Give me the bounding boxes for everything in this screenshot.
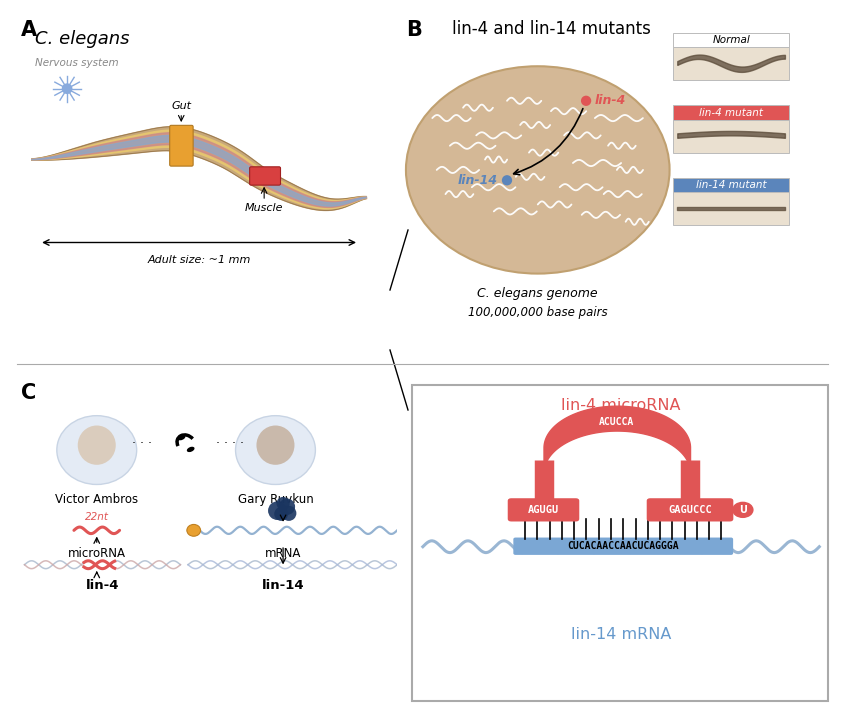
Text: · · · ·: · · · · [215, 437, 244, 450]
FancyBboxPatch shape [507, 498, 579, 521]
Text: B: B [405, 19, 421, 40]
Text: Gut: Gut [171, 102, 191, 111]
Text: lin-4: lin-4 [594, 94, 625, 107]
Text: lin-14: lin-14 [262, 580, 304, 593]
Point [280, 501, 294, 513]
FancyBboxPatch shape [249, 167, 280, 185]
Text: Normal: Normal [711, 35, 749, 45]
FancyBboxPatch shape [672, 48, 788, 80]
Circle shape [187, 524, 200, 536]
Text: microRNA: microRNA [68, 546, 126, 559]
Point [274, 508, 288, 520]
Ellipse shape [177, 435, 185, 441]
Circle shape [57, 415, 137, 485]
FancyBboxPatch shape [170, 125, 193, 166]
Ellipse shape [257, 426, 295, 465]
Text: CUCACAACCAACUCAGGGA: CUCACAACCAACUCAGGGA [566, 541, 679, 552]
Text: 100,000,000 base pairs: 100,000,000 base pairs [468, 307, 607, 320]
FancyBboxPatch shape [672, 105, 788, 120]
Point [276, 498, 289, 509]
Circle shape [731, 502, 753, 518]
Point [579, 95, 592, 107]
Point [500, 174, 513, 186]
Text: ACUCCA: ACUCCA [598, 418, 634, 428]
Text: lin-4 microRNA: lin-4 microRNA [560, 397, 680, 413]
FancyBboxPatch shape [512, 538, 733, 555]
Polygon shape [32, 132, 366, 207]
Text: Adult size: ~1 mm: Adult size: ~1 mm [147, 255, 251, 264]
Text: lin-14 mRNA: lin-14 mRNA [571, 627, 670, 642]
Text: 22nt: 22nt [84, 512, 109, 522]
Text: Victor Ambros: Victor Ambros [55, 492, 138, 505]
Text: · · ·: · · · [133, 437, 152, 450]
Text: C: C [21, 383, 36, 403]
Text: lin-4 mutant: lin-4 mutant [698, 107, 762, 117]
FancyBboxPatch shape [672, 192, 788, 225]
Polygon shape [32, 127, 366, 210]
Point [60, 83, 73, 94]
Text: Gary Ruvkun: Gary Ruvkun [237, 492, 313, 505]
FancyBboxPatch shape [646, 498, 733, 521]
Text: GAGUCCC: GAGUCCC [668, 505, 711, 515]
Text: lin-4 and lin-14 mutants: lin-4 and lin-14 mutants [451, 19, 650, 37]
Text: C. elegans genome: C. elegans genome [477, 287, 598, 300]
Text: lin-4: lin-4 [85, 580, 119, 593]
Text: C. elegans: C. elegans [35, 30, 130, 48]
FancyBboxPatch shape [672, 178, 788, 192]
Text: Muscle: Muscle [245, 203, 283, 212]
Circle shape [235, 415, 315, 485]
Ellipse shape [187, 446, 194, 452]
Text: Nervous system: Nervous system [35, 58, 119, 68]
Polygon shape [32, 135, 366, 206]
Text: mRNA: mRNA [264, 546, 301, 559]
FancyBboxPatch shape [672, 120, 788, 153]
Text: A: A [20, 19, 36, 40]
Text: AGUGU: AGUGU [528, 505, 559, 515]
Text: U: U [738, 505, 746, 515]
Text: lin-14 mutant: lin-14 mutant [695, 180, 766, 190]
Point [270, 505, 284, 516]
Text: lin-14: lin-14 [457, 174, 498, 186]
Ellipse shape [78, 426, 116, 465]
Circle shape [405, 66, 668, 274]
FancyBboxPatch shape [672, 32, 788, 48]
Polygon shape [32, 130, 366, 209]
Point [282, 508, 295, 519]
FancyBboxPatch shape [412, 384, 827, 701]
